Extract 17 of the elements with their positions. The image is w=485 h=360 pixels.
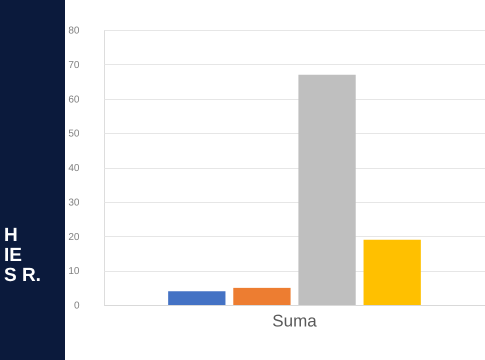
text: H <box>4 225 18 246</box>
y-tick-label: 0 <box>74 300 80 312</box>
bar <box>364 240 421 305</box>
y-tick-label: 20 <box>68 232 80 243</box>
text: IE <box>4 245 22 266</box>
bar <box>233 288 291 305</box>
y-tick-label: 10 <box>68 266 80 278</box>
x-tick-label: Suma <box>272 312 318 330</box>
y-tick-label: 70 <box>68 60 80 71</box>
y-tick-label: 50 <box>68 128 80 140</box>
y-tick-label: 60 <box>68 94 80 106</box>
text: S R. <box>4 265 41 286</box>
bar <box>168 291 226 305</box>
y-tick-label: 30 <box>68 197 80 208</box>
bar <box>298 74 356 305</box>
y-tick-label: 80 <box>68 26 80 36</box>
y-tick-label: 40 <box>68 163 80 174</box>
